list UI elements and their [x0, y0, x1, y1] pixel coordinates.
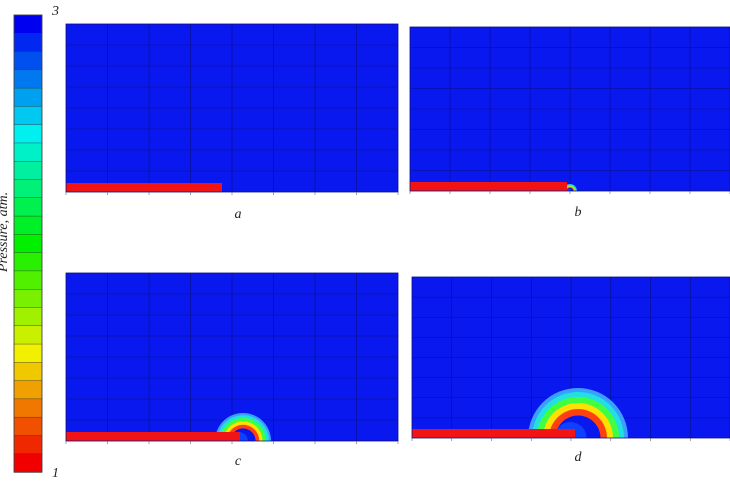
- colorbar-step: [13, 51, 43, 71]
- colorbar-step: [13, 325, 43, 345]
- colorbar-max-label: 3: [51, 4, 59, 19]
- colorbar-step: [13, 179, 43, 199]
- panel: [412, 277, 730, 438]
- panel-label: c: [235, 454, 242, 469]
- colorbar-step: [13, 33, 43, 53]
- colorbar-title: Pressure, atm.: [0, 192, 11, 273]
- panel-label: a: [235, 207, 242, 222]
- panels: [65, 23, 730, 444]
- colorbar-step: [13, 416, 43, 437]
- colorbar-step: [13, 307, 43, 327]
- panel: [410, 27, 730, 191]
- colorbar-min-label: 1: [52, 466, 59, 481]
- red-bar: [412, 429, 575, 438]
- colorbar-step: [13, 453, 43, 473]
- colorbar-step: [13, 161, 43, 181]
- panel: [66, 24, 398, 192]
- colorbar-step: [13, 87, 43, 108]
- colorbar-step: [13, 234, 43, 254]
- colorbar-step: [13, 252, 43, 272]
- shock-core: [566, 188, 572, 191]
- colorbar: [13, 14, 43, 473]
- colorbar-step: [13, 435, 43, 455]
- red-bar: [410, 182, 567, 191]
- red-bar: [66, 432, 240, 441]
- colorbar-step: [13, 343, 43, 364]
- colorbar-step: [13, 398, 43, 418]
- colorbar-step: [13, 289, 43, 309]
- colorbar-step: [13, 362, 43, 382]
- colorbar-step: [13, 380, 43, 400]
- panel-label: b: [575, 205, 582, 220]
- colorbar-step: [13, 215, 43, 236]
- colorbar-step: [13, 197, 43, 217]
- panel: [66, 273, 398, 441]
- colorbar-step: [13, 69, 43, 89]
- colorbar-step: [13, 124, 43, 144]
- colorbar-step: [13, 14, 43, 34]
- colorbar-frame: [13, 14, 43, 473]
- colorbar-step: [13, 270, 43, 290]
- red-bar: [66, 183, 222, 192]
- colorbar-step: [13, 142, 43, 162]
- colorbar-step: [13, 106, 43, 126]
- panel-label: d: [575, 450, 583, 465]
